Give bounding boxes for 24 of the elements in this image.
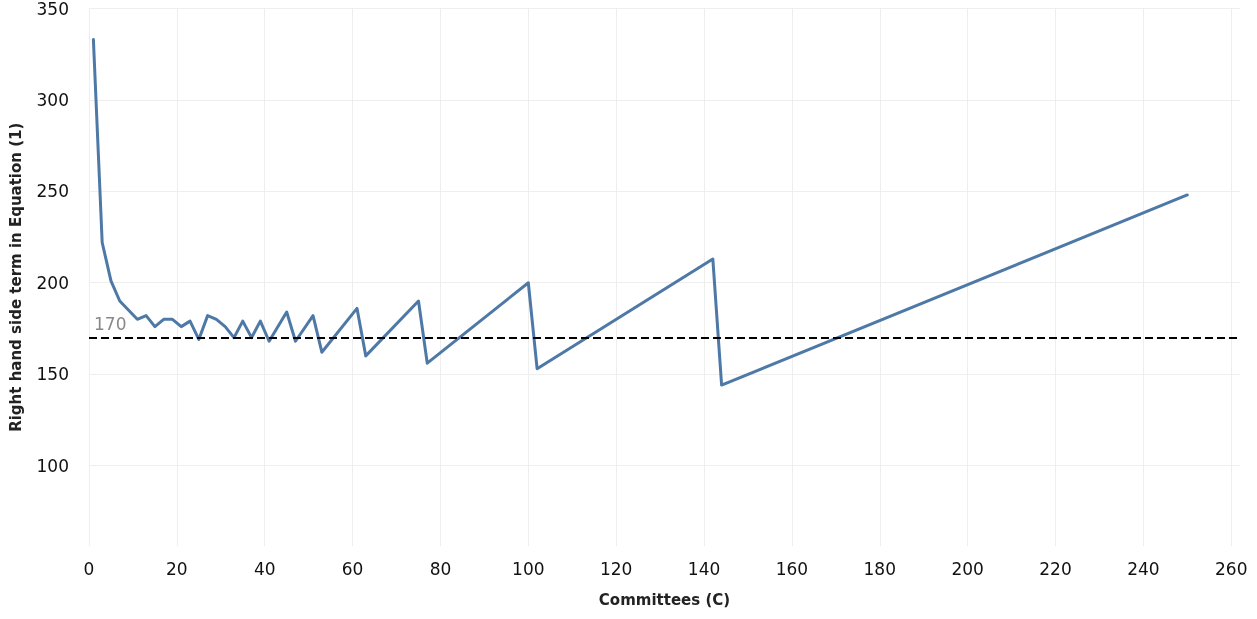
x-tick-label: 220 — [1039, 558, 1072, 579]
x-tick-label: 240 — [1127, 558, 1160, 579]
y-tick-label: 300 — [36, 89, 69, 110]
x-axis-title: Committees (C) — [598, 590, 731, 609]
y-tick-label: 150 — [36, 364, 69, 385]
x-tick-label: 60 — [341, 558, 364, 579]
x-tick-label: 20 — [166, 558, 188, 579]
x-tick-label: 0 — [83, 558, 95, 579]
x-tick-label: 100 — [512, 558, 545, 579]
x-tick-label: 140 — [687, 558, 721, 579]
x-tick-label: 200 — [951, 558, 984, 579]
x-tick-label: 260 — [1214, 558, 1248, 579]
y-tick-label: 350 — [36, 0, 69, 19]
y-tick-label: 100 — [36, 455, 69, 476]
ref-line-label: 170 — [94, 314, 127, 335]
line-series — [91, 38, 1189, 387]
x-tick-label: 160 — [775, 558, 809, 579]
x-tick-label: 180 — [863, 558, 896, 579]
y-axis-title: Right hand side term in Equation (1) — [6, 122, 25, 432]
y-tick-label: 200 — [36, 272, 69, 293]
x-tick-label: 40 — [253, 558, 276, 579]
x-tick-label: 120 — [599, 558, 633, 579]
x-tick-label: 80 — [429, 558, 452, 579]
y-tick-label: 250 — [36, 181, 69, 202]
